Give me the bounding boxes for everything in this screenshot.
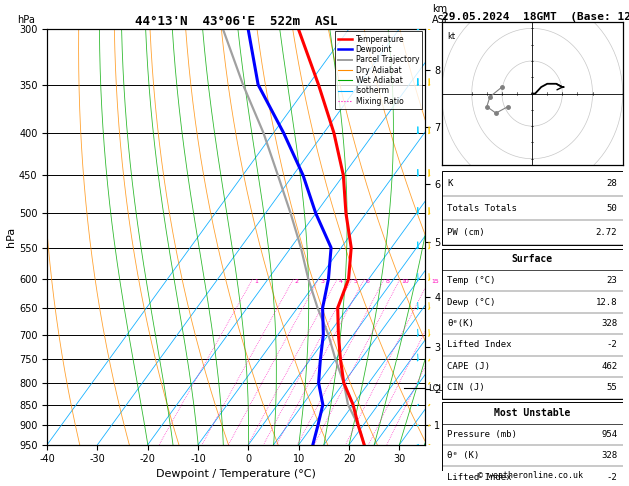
Text: 5: 5 (353, 279, 357, 284)
Text: LCL: LCL (428, 383, 443, 393)
Text: © weatheronline.co.uk: © weatheronline.co.uk (478, 471, 582, 480)
Text: PW (cm): PW (cm) (447, 228, 484, 237)
Text: km
ASL: km ASL (432, 4, 450, 25)
Text: 8: 8 (386, 279, 389, 284)
Text: Most Unstable: Most Unstable (494, 408, 571, 418)
Text: K: K (447, 179, 452, 188)
Text: Dewp (°C): Dewp (°C) (447, 297, 496, 307)
Text: -2: -2 (606, 341, 617, 349)
Text: -2: -2 (606, 473, 617, 482)
Text: 28: 28 (606, 179, 617, 188)
Text: 12.8: 12.8 (596, 297, 617, 307)
Text: 2.72: 2.72 (596, 228, 617, 237)
FancyBboxPatch shape (442, 402, 623, 486)
Text: Pressure (mb): Pressure (mb) (447, 430, 517, 439)
Text: 6: 6 (366, 279, 370, 284)
Text: 10: 10 (401, 279, 409, 284)
Text: CIN (J): CIN (J) (447, 383, 484, 392)
Text: 25: 25 (470, 279, 478, 284)
FancyBboxPatch shape (442, 171, 623, 245)
Text: Surface: Surface (511, 254, 553, 264)
Text: 3: 3 (320, 279, 324, 284)
Text: CAPE (J): CAPE (J) (447, 362, 490, 371)
Y-axis label: hPa: hPa (6, 227, 16, 247)
Text: 1: 1 (254, 279, 258, 284)
Text: θᵉ (K): θᵉ (K) (447, 451, 479, 460)
Text: Temp (°C): Temp (°C) (447, 276, 496, 285)
Title: 44°13'N  43°06'E  522m  ASL: 44°13'N 43°06'E 522m ASL (135, 15, 337, 28)
Text: 328: 328 (601, 451, 617, 460)
Text: Lifted Index: Lifted Index (447, 473, 511, 482)
Text: θᵉ(K): θᵉ(K) (447, 319, 474, 328)
Text: 462: 462 (601, 362, 617, 371)
Text: 4: 4 (338, 279, 343, 284)
Text: 29.05.2024  18GMT  (Base: 12): 29.05.2024 18GMT (Base: 12) (442, 12, 629, 22)
Legend: Temperature, Dewpoint, Parcel Trajectory, Dry Adiabat, Wet Adiabat, Isotherm, Mi: Temperature, Dewpoint, Parcel Trajectory… (335, 32, 422, 109)
Text: 50: 50 (606, 204, 617, 212)
FancyBboxPatch shape (442, 248, 623, 399)
Text: 55: 55 (606, 383, 617, 392)
Text: hPa: hPa (17, 15, 35, 25)
Text: 15: 15 (431, 279, 439, 284)
Text: 328: 328 (601, 319, 617, 328)
X-axis label: Dewpoint / Temperature (°C): Dewpoint / Temperature (°C) (156, 469, 316, 479)
Text: 2: 2 (295, 279, 299, 284)
Text: Lifted Index: Lifted Index (447, 341, 511, 349)
Text: 20: 20 (453, 279, 461, 284)
Text: kt: kt (448, 32, 456, 41)
Text: 954: 954 (601, 430, 617, 439)
Text: Totals Totals: Totals Totals (447, 204, 517, 212)
Text: 23: 23 (606, 276, 617, 285)
